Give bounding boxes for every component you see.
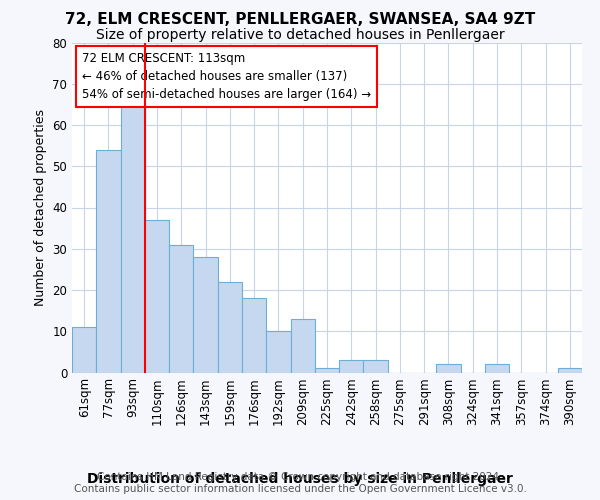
Bar [169,244,193,372]
Bar [193,257,218,372]
Bar [364,360,388,372]
Text: 72 ELM CRESCENT: 113sqm
← 46% of detached houses are smaller (137)
54% of semi-d: 72 ELM CRESCENT: 113sqm ← 46% of detache… [82,52,371,102]
Bar [266,331,290,372]
Bar [96,150,121,372]
Bar [121,96,145,372]
Bar [339,360,364,372]
Bar [72,327,96,372]
Bar [145,220,169,372]
Bar [485,364,509,372]
Text: 72, ELM CRESCENT, PENLLERGAER, SWANSEA, SA4 9ZT: 72, ELM CRESCENT, PENLLERGAER, SWANSEA, … [65,12,535,28]
Bar [218,282,242,372]
Bar [315,368,339,372]
Text: Size of property relative to detached houses in Penllergaer: Size of property relative to detached ho… [95,28,505,42]
Bar [290,319,315,372]
Bar [436,364,461,372]
Bar [242,298,266,372]
Bar [558,368,582,372]
Y-axis label: Number of detached properties: Number of detached properties [34,109,47,306]
Text: Contains HM Land Registry data © Crown copyright and database right 2024.
Contai: Contains HM Land Registry data © Crown c… [74,472,526,494]
Text: Distribution of detached houses by size in Penllergaer: Distribution of detached houses by size … [87,472,513,486]
